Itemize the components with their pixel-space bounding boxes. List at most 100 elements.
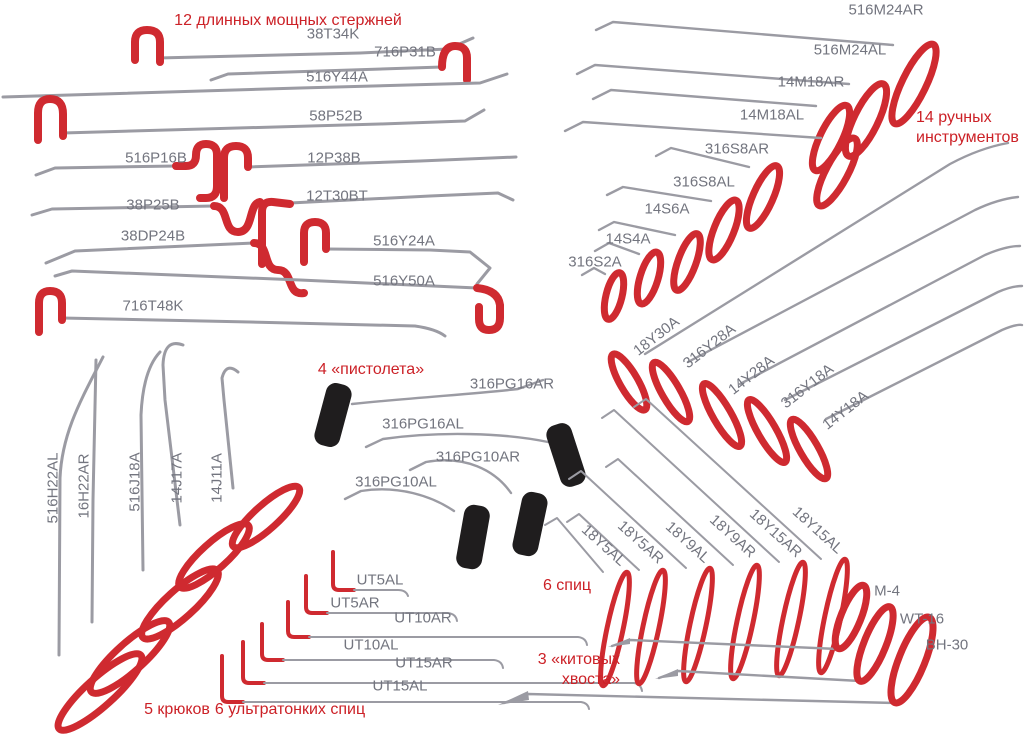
shaft: [209, 65, 444, 82]
handle: [86, 617, 174, 697]
label-ut5al: UT5AL: [356, 571, 404, 589]
label-ut15al: UT15AL: [372, 677, 428, 695]
tool-38dp24b: [44, 239, 308, 298]
tool-516p16b: [34, 140, 221, 202]
handle: [131, 26, 164, 66]
handle: [633, 248, 665, 308]
label-516h22al: 516H22AL: [44, 452, 62, 524]
shaft: [246, 155, 518, 169]
shaft: [242, 701, 590, 710]
tool-716p31b: [209, 42, 471, 84]
shaft: [30, 204, 216, 217]
shaft: [633, 398, 822, 560]
handle: [841, 80, 891, 160]
label-14m18al: 14M18AL: [739, 106, 805, 124]
spatula-tip: [608, 638, 630, 647]
label-bh30: BH-30: [925, 636, 969, 654]
shaft: [324, 247, 492, 286]
group-title-ultra-thin: 6 ультратонких спиц: [214, 701, 366, 718]
tool-18y9ar: [605, 458, 762, 682]
tool-18y9al: [568, 470, 715, 685]
shaft: [161, 342, 185, 527]
label-16h22ar: 16H22AR: [75, 453, 93, 519]
shaft: [738, 244, 1022, 386]
tool-ut10al: [260, 622, 504, 669]
shaft: [593, 241, 641, 256]
tool-18y30a: [607, 141, 1010, 414]
label-14j17a: 14J17A: [168, 452, 186, 504]
shaft: [282, 659, 504, 669]
handle: [742, 162, 784, 232]
tool-wt16: [655, 603, 897, 685]
tool-18y5ar: [566, 513, 668, 687]
handle: [35, 287, 66, 336]
label-516y50a: 516Y50A: [373, 272, 435, 290]
label-58p52b: 58P52B: [309, 107, 363, 125]
handle: [831, 581, 871, 653]
label-ut10ar: UT10AR: [394, 609, 452, 627]
group-title-pistols: 4 «пистолета»: [317, 361, 425, 378]
spatula-tip: [655, 669, 678, 679]
shaft: [783, 284, 1024, 402]
handle: [728, 562, 762, 682]
tool-316pg16ar: [314, 378, 545, 448]
group-title-hooks: 5 крюков: [144, 701, 210, 718]
handle: [260, 622, 285, 662]
handle: [175, 520, 253, 592]
tool-ut10ar: [286, 600, 588, 646]
shaft: [326, 612, 458, 622]
handle: [304, 574, 329, 615]
group-title-whale-tails-line1: 3 «китовых: [537, 651, 620, 668]
tool-316pg10al: [343, 488, 490, 570]
label-12t30bt: 12T30BT: [306, 187, 368, 205]
label-716t48k: 716T48K: [122, 297, 184, 315]
label-m4: M-4: [874, 582, 900, 600]
tool-12p38b: [220, 142, 518, 202]
handle: [607, 350, 651, 414]
shaft: [601, 409, 780, 563]
handle: [648, 358, 694, 426]
label-38t34k: 38T34K: [306, 25, 360, 43]
group-title-whale-tails-line2: хвоста»: [561, 671, 620, 688]
shaft: [61, 108, 486, 135]
handle: [300, 218, 330, 266]
shaft: [605, 458, 734, 566]
handle: [220, 142, 252, 202]
shaft: [364, 432, 550, 449]
tool-18y5al: [544, 517, 632, 689]
shaft: [350, 378, 545, 406]
handle: [172, 140, 221, 202]
tool-716t48k: [35, 287, 447, 338]
shaft: [824, 323, 1024, 421]
label-wt16: WT-16: [899, 610, 945, 628]
pistol-grip: [456, 504, 490, 570]
label-14s6a: 14S6A: [644, 200, 690, 218]
tool-316y28a: [648, 195, 1020, 426]
tool-316pg16al: [364, 423, 586, 487]
handle: [220, 654, 245, 704]
tool-m4: [608, 581, 871, 653]
shaft: [44, 241, 256, 265]
handle: [698, 380, 746, 450]
tool-ut5al: [331, 550, 409, 597]
handle: [228, 482, 304, 552]
handle: [634, 567, 668, 687]
tool-516h22al: [54, 355, 146, 734]
group-title-hand-tools-line2: инструментов: [916, 129, 1019, 146]
shaft: [544, 517, 604, 573]
tool-ut5ar: [304, 574, 458, 622]
tool-58p52b: [34, 95, 486, 144]
tool-bh30: [498, 613, 937, 707]
shaft: [139, 350, 162, 572]
handle: [258, 197, 294, 268]
label-14j11a: 14J11A: [208, 453, 226, 503]
tool-16h22ar: [86, 358, 174, 697]
label-516m24ar: 516M24AR: [848, 1, 924, 19]
handle: [743, 396, 791, 466]
tool-316s2a: [580, 266, 628, 323]
tool-14y18a: [786, 323, 1024, 483]
shaft: [580, 266, 607, 277]
tool-516m24ar: [594, 20, 940, 128]
handle: [241, 640, 266, 685]
shaft: [575, 63, 851, 86]
